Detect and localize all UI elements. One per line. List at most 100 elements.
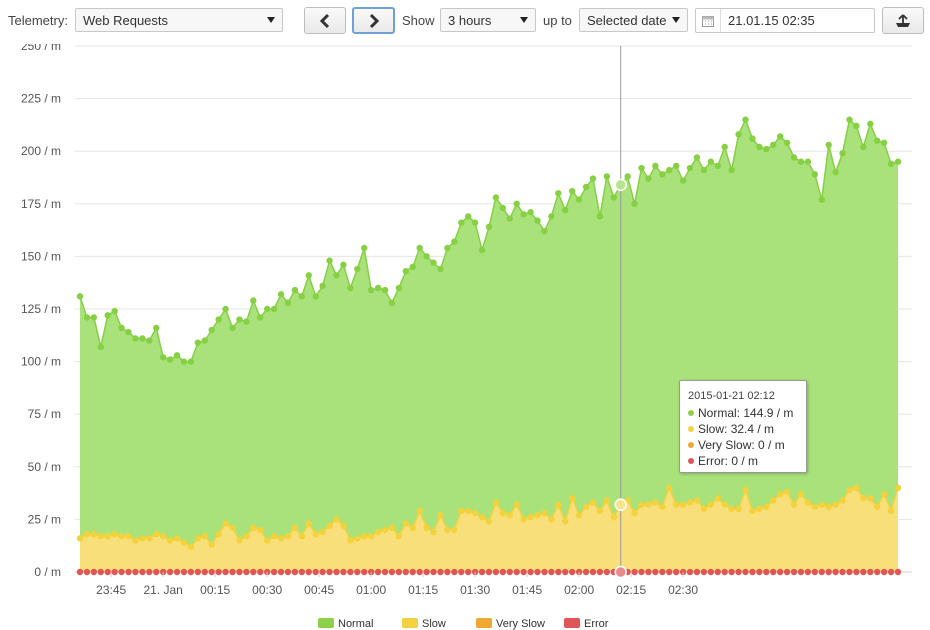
error-point (811, 568, 819, 576)
normal-point (125, 328, 132, 336)
slow-point (735, 505, 742, 513)
error-point (451, 568, 458, 576)
slow-point (132, 537, 139, 544)
error-point (596, 568, 604, 576)
normal-point (589, 175, 597, 182)
slow-point (201, 533, 208, 540)
slow-point (257, 526, 264, 534)
normal-point (305, 272, 312, 279)
normal-point (721, 143, 728, 151)
y-tick-label: 25 / m (28, 512, 61, 526)
slow-point (243, 533, 250, 540)
error-point (534, 568, 541, 576)
error-point (277, 568, 285, 576)
slow-point (263, 537, 271, 544)
slow-point (672, 501, 680, 508)
previous-button[interactable] (304, 7, 346, 34)
normal-point (582, 183, 590, 191)
legend-item-very-slow[interactable]: Very Slow (476, 618, 545, 630)
normal-point (562, 206, 569, 214)
toolbar: Telemetry: Web Requests Show 3 hours up … (0, 0, 930, 44)
slow-point (797, 490, 805, 498)
very-slow-dot-icon (688, 442, 694, 448)
normal-point (499, 204, 507, 212)
slow-point (381, 526, 389, 534)
slow-point (236, 537, 243, 544)
normal-point (666, 166, 673, 174)
normal-point (610, 194, 617, 201)
normal-point (361, 244, 368, 252)
normal-point (132, 335, 139, 342)
normal-point (513, 200, 520, 207)
slow-point (83, 530, 91, 538)
slow-point (458, 507, 465, 515)
legend-item-error[interactable]: Error (564, 618, 608, 630)
slow-point (229, 524, 236, 532)
telemetry-select[interactable]: Web Requests (75, 8, 283, 32)
slow-point (416, 507, 423, 515)
error-point (340, 568, 347, 576)
tooltip-label: Error: (698, 454, 728, 468)
range-select[interactable]: 3 hours (440, 8, 536, 32)
error-point (402, 568, 410, 576)
error-point (728, 568, 735, 576)
normal-point (180, 358, 188, 365)
slow-point (707, 501, 715, 508)
slow-point (284, 533, 292, 540)
slow-point (187, 543, 195, 550)
error-point (76, 568, 84, 576)
upto-select[interactable]: Selected date (579, 8, 688, 32)
next-button[interactable] (352, 7, 395, 34)
normal-point (222, 305, 229, 313)
slow-point (638, 501, 645, 508)
normal-point (319, 282, 326, 290)
normal-point (860, 143, 867, 151)
error-point (631, 568, 638, 576)
export-button[interactable] (882, 7, 924, 34)
normal-point (492, 194, 500, 201)
normal-point (887, 160, 895, 168)
normal-point (270, 305, 278, 313)
normal-point (638, 164, 645, 172)
chevron-right-icon (369, 13, 379, 28)
slow-point (395, 533, 403, 540)
slow-point (430, 528, 437, 536)
error-point (825, 568, 832, 576)
error-point (790, 568, 798, 576)
slow-point (645, 501, 652, 508)
normal-point (159, 354, 167, 361)
normal-point (83, 314, 91, 321)
slow-point (541, 509, 548, 517)
slow-point (776, 490, 784, 498)
error-point (270, 568, 278, 576)
slow-point (894, 484, 902, 492)
error-point (686, 568, 694, 576)
slow-point (548, 516, 555, 523)
slow-point (846, 486, 853, 494)
slow-point (291, 524, 299, 532)
legend-item-slow[interactable]: Slow (402, 618, 446, 630)
normal-point (804, 158, 812, 165)
slow-point (527, 514, 534, 521)
normal-point (187, 358, 195, 365)
slow-point (305, 520, 312, 527)
error-point (638, 568, 645, 576)
slow-point (90, 530, 98, 538)
error-point (652, 568, 659, 576)
x-tick-label: 01:00 (356, 583, 386, 597)
date-input[interactable]: 21.01.15 02:35 (695, 8, 875, 33)
error-point (388, 568, 396, 576)
error-point (250, 568, 257, 576)
y-tick-label: 250 / m (21, 44, 61, 53)
normal-point (811, 171, 819, 178)
error-point (568, 568, 576, 576)
error-point (111, 568, 118, 576)
telemetry-label: Telemetry: (8, 13, 68, 28)
x-tick-label: 00:15 (200, 583, 230, 597)
slow-point (555, 501, 562, 508)
legend-item-normal[interactable]: Normal (318, 618, 373, 630)
error-point (208, 568, 215, 576)
tooltip-row-error: Error: 0 / m (688, 453, 806, 469)
calendar-icon (696, 9, 721, 32)
tooltip-title: 2015-01-21 02:12 (688, 390, 775, 402)
